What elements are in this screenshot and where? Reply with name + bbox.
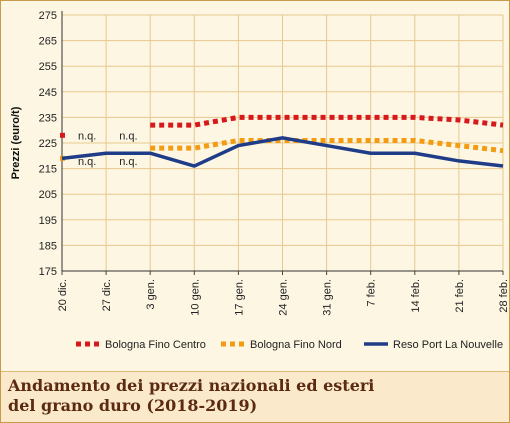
y-tick-label: 265 bbox=[39, 36, 57, 48]
nq-annotation: n.q. bbox=[119, 130, 137, 142]
series-layer bbox=[60, 114, 504, 168]
y-tick-label: 255 bbox=[39, 61, 57, 73]
legend-label-2: Bologna Fino Nord bbox=[250, 339, 342, 351]
x-tick-label: 24 gen. bbox=[278, 279, 290, 316]
x-tick-label: 7 feb. bbox=[366, 279, 378, 307]
nq-annotation: n.q. bbox=[78, 156, 96, 168]
nq-annotation: n.q. bbox=[119, 156, 137, 168]
y-tick-label: 275 bbox=[39, 10, 57, 22]
y-tick-label: 175 bbox=[39, 266, 57, 278]
x-tick-label: 10 gen. bbox=[189, 279, 201, 316]
caption-line-1: Andamento dei prezzi nazionali ed esteri bbox=[8, 376, 375, 395]
annotation-layer: n.q. n.q. n.q. n.q. bbox=[78, 130, 138, 168]
x-tick-label: 21 feb. bbox=[454, 279, 466, 313]
chart-panel: 175 185 195 205 215 225 235 245 255 265 275 20 dic.… bbox=[1, 1, 509, 371]
nq-annotation: n.q. bbox=[78, 130, 96, 142]
caption-line-2: del grano duro (2018-2019) bbox=[8, 396, 258, 415]
legend-label-3: Reso Port La Nouvelle bbox=[393, 339, 503, 351]
y-tick-label: 215 bbox=[39, 164, 57, 176]
y-tick-label: 235 bbox=[39, 112, 57, 124]
y-tick-label: 185 bbox=[39, 240, 57, 252]
x-tick-label: 28 feb. bbox=[498, 279, 509, 313]
series-line-3 bbox=[61, 136, 504, 168]
x-tick-label: 14 feb. bbox=[410, 279, 422, 313]
y-tick-label: 245 bbox=[39, 87, 57, 99]
grid-layer bbox=[61, 14, 504, 272]
y-tick-label: 205 bbox=[39, 189, 57, 201]
y-tick-label: 195 bbox=[39, 215, 57, 227]
x-tick-label: 3 gen. bbox=[145, 279, 157, 310]
x-tick-label: 31 gen. bbox=[322, 279, 334, 316]
line-chart: 175 185 195 205 215 225 235 245 255 265 275 20 dic.… bbox=[10, 10, 509, 351]
legend: Bologna Fino Centro Bologna Fino Nord Reso… bbox=[76, 339, 503, 351]
y-tick-label: 225 bbox=[39, 138, 57, 150]
y-axis-title: Prezzi (euro/t) bbox=[10, 106, 22, 179]
x-tick-label: 27 dic. bbox=[101, 279, 113, 311]
x-tick-label: 17 gen. bbox=[233, 279, 245, 316]
axis-layer: 175 185 195 205 215 225 235 245 255 265 275 20 dic.… bbox=[10, 10, 509, 316]
legend-label-1: Bologna Fino Centro bbox=[105, 339, 206, 351]
chart-caption: Andamento dei prezzi nazionali ed esteri… bbox=[1, 371, 509, 422]
x-tick-label: 20 dic. bbox=[57, 279, 69, 311]
